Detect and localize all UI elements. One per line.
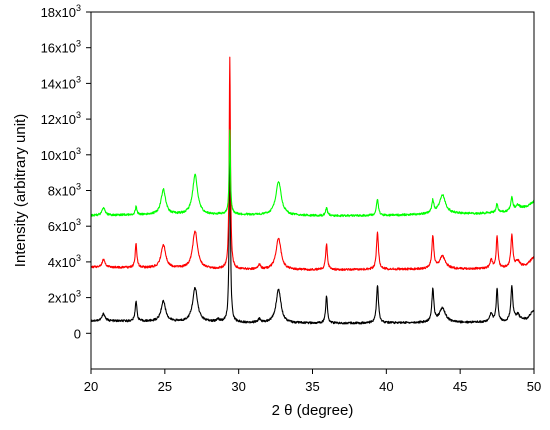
y-tick-label: 8x103	[48, 182, 81, 199]
x-tick-label: 20	[84, 379, 98, 394]
x-tick-label: 35	[305, 379, 319, 394]
series-line	[90, 129, 535, 218]
y-axis-label: Intensity (arbitrary unit)	[12, 114, 29, 267]
series-lines	[90, 56, 535, 325]
series-line	[90, 131, 535, 325]
y-tick-label: 18x103	[41, 3, 81, 20]
x-tick-label: 30	[231, 379, 245, 394]
y-axis-ticks: 0 2x103 4x103 6x103 8x103 10x103 12x103 14x103 1…	[41, 3, 91, 341]
y-tick-label: 10x103	[41, 146, 81, 163]
y-tick-label: 14x103	[41, 74, 81, 91]
y-tick-label: 16x103	[41, 39, 81, 56]
plot-frame	[90, 11, 535, 370]
y-tick-label: 0	[74, 326, 81, 341]
x-tick-label: 25	[158, 379, 172, 394]
y-tick-label: 12x103	[41, 110, 81, 127]
y-tick-label: 2x103	[48, 289, 81, 306]
series-line	[90, 56, 535, 272]
x-axis-label: 2 θ (degree)	[272, 402, 354, 419]
x-tick-label: 50	[527, 379, 541, 394]
y-tick-label: 6x103	[48, 217, 81, 234]
x-tick-label: 40	[379, 379, 393, 394]
x-tick-label: 45	[453, 379, 467, 394]
x-axis-ticks: 20 25 30 35 40 45 50	[84, 369, 541, 394]
y-tick-label: 4x103	[48, 253, 81, 270]
